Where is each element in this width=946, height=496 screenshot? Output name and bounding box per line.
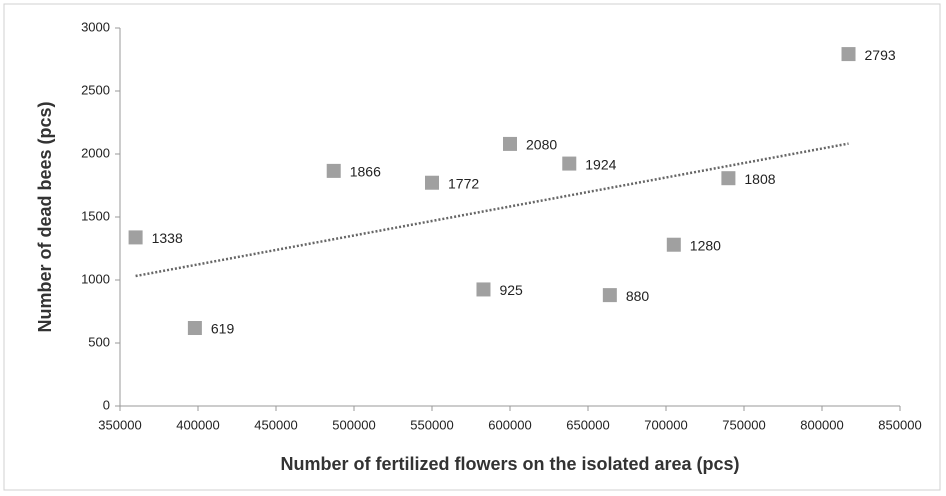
data-label: 1772 xyxy=(448,175,479,191)
y-axis-title: Number of dead bees (pcs) xyxy=(35,101,55,332)
point xyxy=(841,47,856,62)
y-tick-label: 1500 xyxy=(81,208,110,223)
point xyxy=(187,321,202,336)
x-tick-label: 450000 xyxy=(254,417,297,432)
y-tick-label: 500 xyxy=(88,334,110,349)
data-label: 1808 xyxy=(744,171,775,187)
data-label: 1280 xyxy=(690,237,721,253)
point xyxy=(721,171,736,186)
chart-border xyxy=(3,3,941,491)
data-label: 1924 xyxy=(585,156,616,172)
point xyxy=(666,237,681,252)
x-tick-label: 700000 xyxy=(644,417,687,432)
x-tick-label: 600000 xyxy=(488,417,531,432)
y-tick-label: 0 xyxy=(103,397,110,412)
point xyxy=(562,156,577,171)
data-label: 2793 xyxy=(865,47,896,63)
x-tick-label: 550000 xyxy=(410,417,453,432)
data-label: 1866 xyxy=(350,164,381,180)
x-axis-title: Number of fertilized flowers on the isol… xyxy=(280,454,739,474)
data-label: 925 xyxy=(499,282,523,298)
point xyxy=(425,175,439,190)
x-tick-label: 400000 xyxy=(176,417,219,432)
y-tick-label: 1000 xyxy=(81,271,110,286)
point xyxy=(476,282,491,297)
point xyxy=(128,230,143,245)
y-tick-label: 3000 xyxy=(81,19,110,34)
x-tick-label: 350000 xyxy=(98,417,141,432)
x-tick-label: 850000 xyxy=(878,417,921,432)
data-label: 619 xyxy=(211,321,235,337)
point xyxy=(503,136,517,151)
data-label: 880 xyxy=(626,288,650,304)
x-tick-label: 750000 xyxy=(722,417,765,432)
x-tick-label: 650000 xyxy=(566,417,609,432)
x-tick-label: 800000 xyxy=(800,417,843,432)
point xyxy=(326,163,341,178)
y-tick-label: 2000 xyxy=(81,145,110,160)
x-tick-label: 500000 xyxy=(332,417,375,432)
trendline xyxy=(135,142,849,278)
point xyxy=(602,288,617,303)
data-label: 2080 xyxy=(526,137,557,153)
y-tick-label: 2500 xyxy=(81,82,110,97)
data-label: 1338 xyxy=(152,230,183,246)
